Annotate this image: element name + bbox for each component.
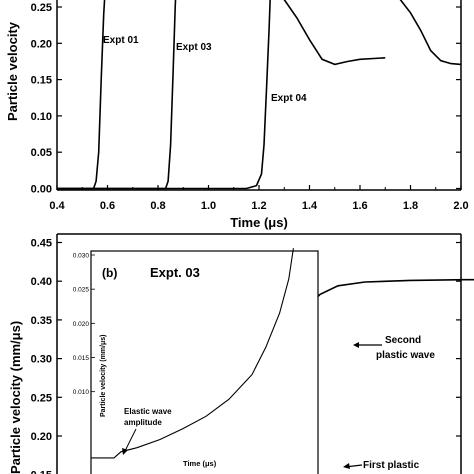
top-series-line-2 bbox=[57, 0, 177, 190]
inset-ytick-label: 0.020 bbox=[73, 321, 90, 328]
panel-label: (b) bbox=[102, 266, 117, 280]
inset-tick-group: 0.030 0.025 0.020 0.015 0.010 bbox=[73, 253, 95, 396]
top-xtick-label: 1.8 bbox=[403, 200, 418, 212]
inset-ylabel: Particle velocity (mm/μs) bbox=[100, 335, 107, 417]
bottom-ytick-label: 0.40 bbox=[31, 276, 52, 288]
top-ytick-label: 0.20 bbox=[31, 38, 52, 50]
top-ylabel: Particle velocity bbox=[5, 21, 20, 121]
inset-annotation-line2: amplitude bbox=[124, 418, 162, 427]
top-series-group bbox=[57, 0, 462, 190]
top-xtick-label: 1.6 bbox=[352, 200, 367, 212]
top-xtick-label: 1.4 bbox=[302, 200, 318, 212]
bottom-panel: 0.45 0.40 0.35 0.30 0.25 0.20 0.15 Particle ve… bbox=[8, 233, 474, 474]
annotation-expt01: Expt 01 bbox=[103, 35, 139, 46]
inset-ytick-label: 0.015 bbox=[73, 355, 90, 362]
top-xtick-label: 0.4 bbox=[49, 200, 65, 212]
top-ytick-label: 0.00 bbox=[31, 184, 52, 196]
top-xtick-label: 0.6 bbox=[100, 200, 115, 212]
inset-chart: 0.030 0.025 0.020 0.015 0.010 (b) Expt. 03 P… bbox=[73, 248, 319, 474]
inset-ytick-label: 0.010 bbox=[73, 389, 90, 396]
top-series-line-5 bbox=[399, 0, 462, 66]
annotation-first-plastic: First plastic bbox=[363, 460, 420, 471]
elastic-arrowhead bbox=[122, 448, 128, 455]
top-tick-group: 0.4 0.6 0.8 1.0 1.2 1.4 1.6 1.8 2.0 0.00 0.05 0.10 0… bbox=[31, 2, 469, 212]
inset-xlabel: Time (μs) bbox=[183, 459, 217, 468]
annotation-expt04: Expt 04 bbox=[271, 93, 307, 104]
first-plastic-arrowhead bbox=[343, 463, 350, 469]
top-ytick-label: 0.05 bbox=[31, 147, 52, 159]
top-ytick-label: 0.15 bbox=[31, 75, 52, 87]
top-series-line-4 bbox=[283, 0, 386, 66]
top-panel: 0.4 0.6 0.8 1.0 1.2 1.4 1.6 1.8 2.0 0.00 0.05 0.10 0… bbox=[5, 0, 469, 230]
annotation-expt03: Expt 03 bbox=[176, 42, 212, 53]
top-xtick-label: 0.8 bbox=[150, 200, 165, 212]
top-series-line-1 bbox=[57, 0, 106, 190]
inset-frame bbox=[90, 250, 319, 474]
top-series-line-3 bbox=[57, 0, 271, 190]
inset-series-group bbox=[91, 248, 294, 459]
top-xtick-label: 1.0 bbox=[201, 200, 216, 212]
top-xtick-label: 2.0 bbox=[453, 200, 468, 212]
inset-ytick-label: 0.030 bbox=[73, 253, 90, 260]
bottom-ytick-label: 0.20 bbox=[31, 431, 52, 443]
top-ytick-label: 0.10 bbox=[31, 111, 52, 123]
bottom-ytick-label: 0.35 bbox=[31, 315, 52, 327]
panel-title: Expt. 03 bbox=[150, 265, 200, 280]
annotation-second-line2: plastic wave bbox=[376, 350, 435, 361]
elastic-arrow bbox=[124, 428, 137, 452]
top-ytick-label: 0.25 bbox=[31, 2, 52, 14]
inset-series-line-1 bbox=[91, 248, 294, 459]
second-wave-arrowhead bbox=[353, 342, 359, 348]
bottom-tick-group: 0.45 0.40 0.35 0.30 0.25 0.20 0.15 bbox=[31, 238, 461, 474]
inset-annotation-line1: Elastic wave bbox=[124, 407, 172, 416]
bottom-ytick-label: 0.15 bbox=[31, 470, 52, 474]
bottom-ytick-label: 0.30 bbox=[31, 354, 52, 366]
top-xlabel: Time (μs) bbox=[230, 215, 288, 230]
bottom-ytick-label: 0.25 bbox=[31, 392, 52, 404]
top-xtick-label: 1.2 bbox=[251, 200, 266, 212]
annotation-second-line1: Second bbox=[385, 335, 421, 346]
bottom-ylabel: Particle velocity (mm/μs) bbox=[8, 321, 23, 474]
inset-ytick-label: 0.025 bbox=[73, 287, 90, 294]
bottom-ytick-label: 0.45 bbox=[31, 238, 52, 250]
